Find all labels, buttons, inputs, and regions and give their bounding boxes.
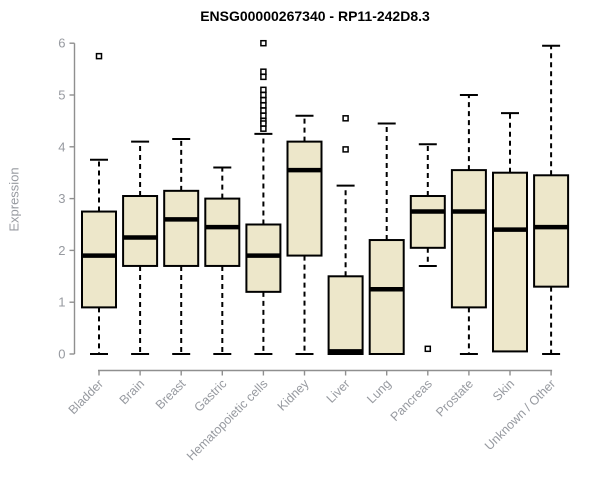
x-tick-label-prostate: Prostate [433, 377, 476, 420]
outlier-point-hematopoietic-cells [260, 96, 267, 104]
outlier-point-hematopoietic-cells [260, 68, 267, 75]
outlier-point-hematopoietic-cells [260, 91, 267, 99]
x-tick-label-kidney: Kidney [275, 376, 312, 413]
outlier-point-hematopoietic-cells [260, 73, 267, 81]
x-tick-label-unknown-other: Unknown / Other [482, 377, 558, 453]
box-brain [122, 195, 159, 267]
chart-title: ENSG00000267340 - RP11-242D8.3 [200, 8, 430, 24]
outlier-point-pancreas [424, 345, 432, 353]
outlier-point-liver [342, 146, 349, 153]
outlier-point-hematopoietic-cells [260, 107, 267, 114]
box-hematopoietic-cells [245, 223, 282, 293]
box-unknown-other [533, 174, 570, 288]
outlier-point-hematopoietic-cells [260, 86, 267, 94]
x-tick-label-pancreas: Pancreas [388, 377, 435, 424]
y-tick-label: 6 [58, 36, 65, 51]
y-tick-label: 3 [58, 191, 65, 206]
y-tick-label: 1 [58, 295, 65, 310]
outlier-point-hematopoietic-cells [260, 125, 267, 132]
x-tick-label-brain: Brain [117, 377, 148, 408]
box-breast [163, 189, 200, 267]
x-tick-label-skin: Skin [490, 377, 517, 404]
outlier-point-hematopoietic-cells [260, 120, 267, 127]
x-tick-label-lung: Lung [364, 377, 394, 407]
box-gastric [204, 197, 241, 267]
y-axis-label: Expression [6, 167, 22, 232]
box-liver [327, 275, 364, 355]
box-skin [492, 171, 528, 353]
x-tick-label-gastric: Gastric [192, 377, 230, 415]
outlier-point-liver [342, 115, 349, 122]
box-bladder [81, 210, 117, 309]
outlier-point-hematopoietic-cells [260, 39, 267, 47]
outlier-point-hematopoietic-cells [260, 102, 267, 109]
x-tick-label-liver: Liver [324, 377, 353, 406]
y-tick-label: 5 [58, 88, 65, 103]
outlier-point-bladder [95, 52, 103, 60]
x-tick-label-bladder: Bladder [66, 377, 106, 417]
box-lung [368, 239, 405, 355]
box-prostate [450, 169, 487, 309]
x-tick-label-breast: Breast [153, 376, 189, 412]
box-pancreas [409, 195, 446, 249]
y-tick-label: 0 [58, 347, 65, 362]
outlier-point-hematopoietic-cells [260, 112, 267, 119]
y-tick-label: 4 [58, 139, 65, 154]
y-tick-label: 2 [58, 243, 65, 258]
x-tick-label-hematopoietic-cells: Hematopoietic cells [184, 377, 271, 464]
box-kidney [286, 140, 323, 257]
